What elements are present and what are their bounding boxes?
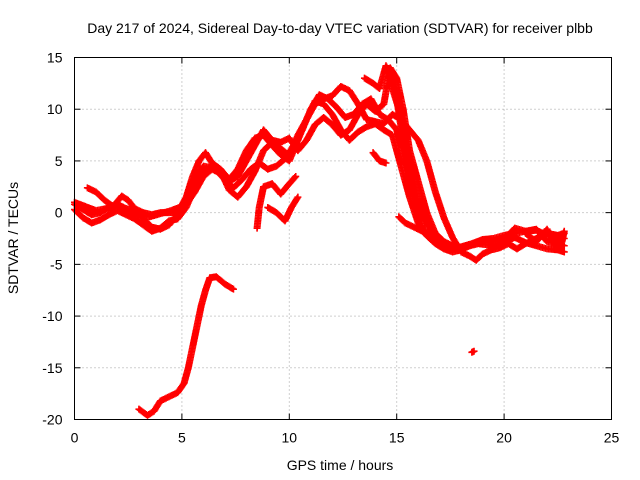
series-track-10 (395, 213, 435, 244)
y-tick-label: -10 (42, 308, 62, 324)
x-tick-label: 15 (389, 430, 405, 446)
data-point (291, 173, 299, 181)
x-tick-label: 5 (178, 430, 186, 446)
x-tick-labels: 0 5 10 15 20 25 (71, 430, 620, 446)
data-point (229, 285, 237, 293)
series-track-12 (135, 273, 237, 419)
y-tick-label: 0 (55, 205, 63, 221)
series-track-6 (384, 66, 424, 217)
data-marks (71, 62, 568, 419)
data-point (294, 193, 302, 201)
series-track-8 (264, 193, 302, 225)
y-tick-label: 15 (47, 50, 63, 66)
x-axis-label: GPS time / hours (287, 457, 394, 473)
y-tick-label: -15 (42, 360, 62, 376)
y-tick-labels: -20 -15 -10 -5 0 5 10 15 (42, 50, 62, 428)
y-tick-label: -5 (50, 256, 63, 272)
data-point (470, 347, 478, 355)
series-track-11 (522, 225, 568, 253)
series-track-13 (468, 347, 478, 356)
series-track-4 (71, 64, 568, 252)
data-point (292, 172, 300, 180)
data-point (449, 242, 457, 250)
series-track-9 (369, 149, 390, 167)
data-point (416, 209, 424, 217)
x-tick-label: 0 (71, 430, 79, 446)
series-track-7 (253, 172, 300, 232)
y-tick-label: 10 (47, 101, 63, 117)
x-tick-label: 10 (282, 430, 298, 446)
y-axis-label: SDTVAR / TECUs (5, 182, 21, 294)
data-point (426, 235, 434, 242)
data-point (427, 236, 435, 244)
series-track-3 (83, 82, 568, 264)
data-point (560, 248, 568, 256)
data-point (382, 159, 390, 167)
x-tick-label: 25 (604, 430, 620, 446)
data-point (558, 238, 566, 246)
x-tick-label: 20 (496, 430, 512, 446)
y-tick-label: -20 (42, 412, 62, 428)
chart-title: Day 217 of 2024, Sidereal Day-to-day VTE… (87, 20, 593, 36)
data-point (293, 194, 301, 202)
y-tick-label: 5 (55, 153, 63, 169)
plot-frame (74, 57, 612, 420)
